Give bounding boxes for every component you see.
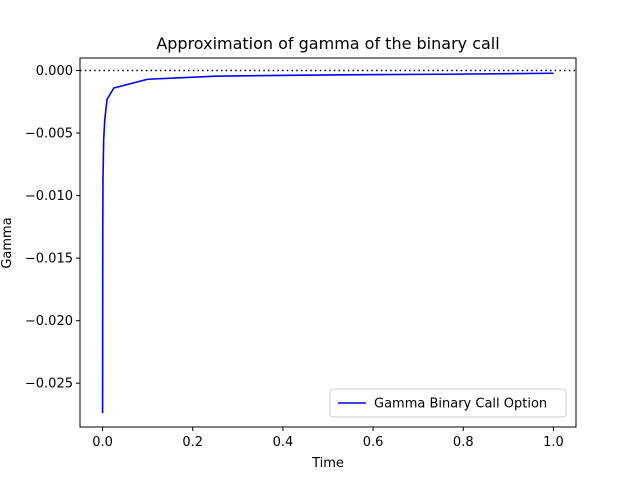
y-tick-label: 0.000: [36, 64, 73, 79]
y-tick-label: −0.005: [25, 127, 73, 142]
chart-title: Approximation of gamma of the binary cal…: [156, 34, 499, 53]
x-tick-label: 0.0: [92, 435, 113, 450]
x-axis-label: Time: [311, 456, 344, 471]
x-tick-label: 0.2: [182, 435, 203, 450]
y-tick-label: −0.010: [25, 189, 73, 204]
x-tick-label: 0.6: [363, 435, 384, 450]
axes-frame: [79, 57, 577, 428]
x-tick-label: 0.4: [273, 435, 294, 450]
y-axis-label: Gamma: [0, 217, 15, 268]
y-tick-label: −0.025: [25, 377, 73, 392]
y-tick-label: −0.020: [25, 314, 73, 329]
series-line-0: [101, 72, 554, 414]
plot-area: 0.0 0.2 0.4 0.6 0.8 1.0 0.000 −0.005 −0.010 −0.01…: [25, 57, 577, 450]
x-tick-label: 1.0: [543, 435, 564, 450]
y-tick-label: −0.015: [25, 252, 73, 267]
x-tick-label: 0.8: [453, 435, 474, 450]
legend-box: [329, 388, 567, 418]
legend-label: Gamma Binary Call Option: [374, 397, 547, 412]
